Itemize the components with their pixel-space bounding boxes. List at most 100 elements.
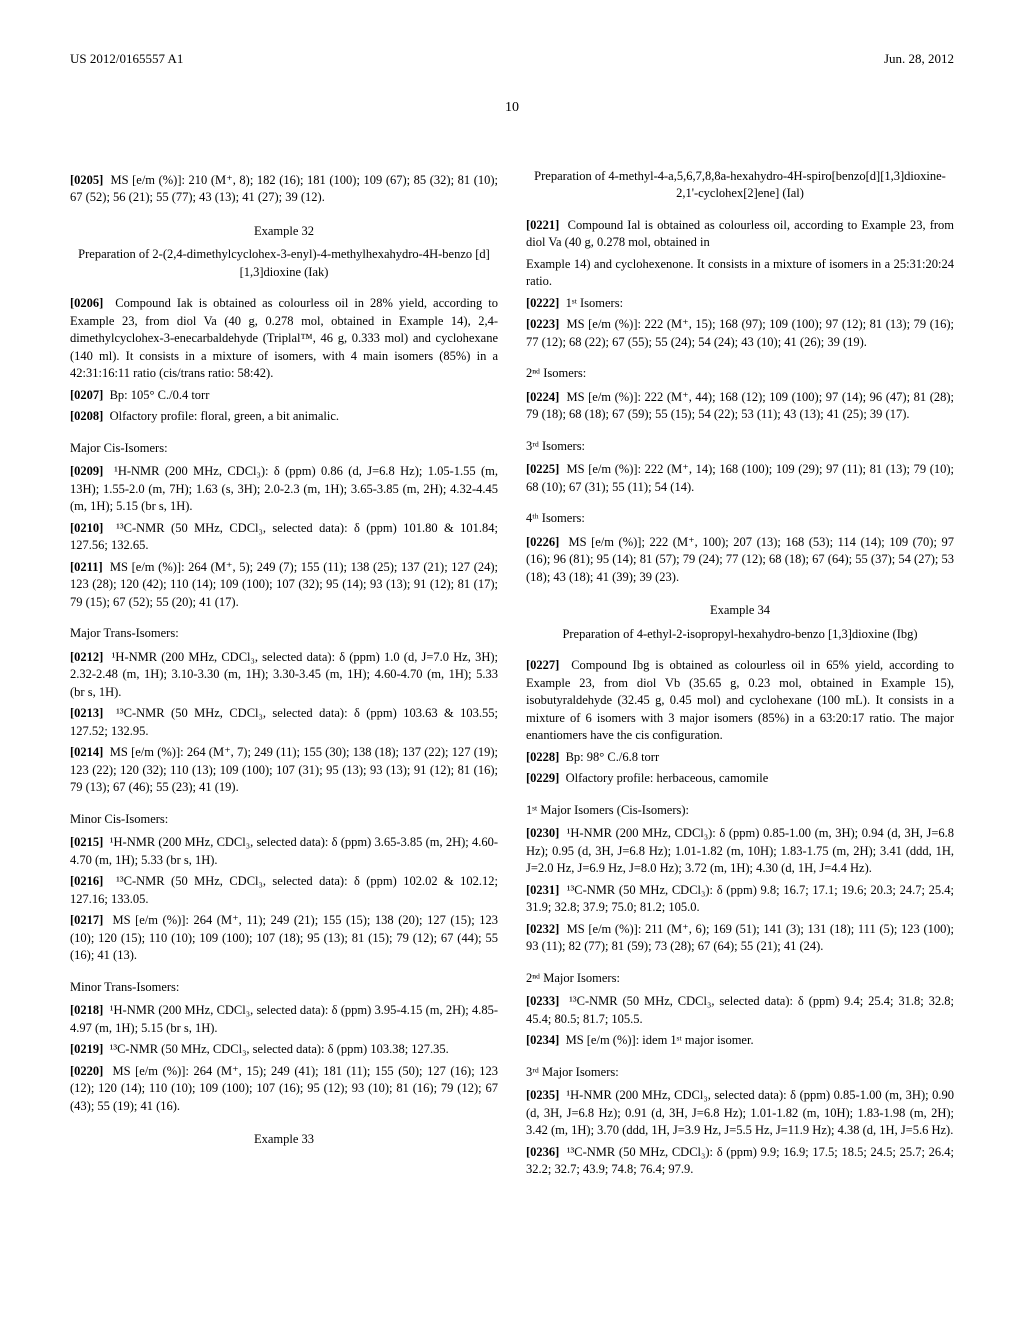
paragraph-text: ¹H-NMR (200 MHz, CDCl₃, selected data): … [70,1003,498,1035]
paragraph: [0208] Olfactory profile: floral, green,… [70,408,498,426]
paragraph: [0205] MS [e/m (%)]: 210 (M⁺, 8); 182 (1… [70,172,498,207]
patent-number: US 2012/0165557 A1 [70,50,183,68]
paragraph: [0214] MS [e/m (%)]: 264 (M⁺, 7); 249 (1… [70,744,498,797]
paragraph-text: ¹³C-NMR (50 MHz, CDCl₃, selected data): … [70,521,498,553]
paragraph: [0209] ¹H-NMR (200 MHz, CDCl₃): δ (ppm) … [70,463,498,516]
paragraph-text: ¹³C-NMR (50 MHz, CDCl₃, selected data): … [526,994,954,1026]
ref-num: [0217] [70,913,103,927]
paragraph-text: MS [e/m (%)]: 210 (M⁺, 8); 182 (16); 181… [70,173,498,205]
ref-num: [0227] [526,658,559,672]
paragraph-text: MS [e/m (%)]: 264 (M⁺, 11); 249 (21); 15… [70,913,498,962]
paragraph: [0227] Compound Ibg is obtained as colou… [526,657,954,745]
section-heading: Minor Cis-Isomers: [70,811,498,829]
paragraph: [0222] 1ˢᵗ Isomers: [526,295,954,313]
paragraph-text: MS [e/m (%)]; 222 (M⁺, 100); 207 (13); 1… [526,535,954,584]
ref-num: [0229] [526,771,559,785]
section-heading: 4ᵗʰ Isomers: [526,510,954,528]
paragraph: [0223] MS [e/m (%)]: 222 (M⁺, 15); 168 (… [526,316,954,351]
paragraph: [0233] ¹³C-NMR (50 MHz, CDCl₃, selected … [526,993,954,1028]
paragraph: [0221] Compound Ial is obtained as colou… [526,217,954,252]
paragraph-text: ¹H-NMR (200 MHz, CDCl₃, selected data): … [70,835,498,867]
section-heading: Minor Trans-Isomers: [70,979,498,997]
paragraph-text: ¹H-NMR (200 MHz, CDCl₃): δ (ppm) 0.85-1.… [526,826,954,875]
ref-num: [0219] [70,1042,103,1056]
section-heading: 2ⁿᵈ Isomers: [526,365,954,383]
page-header: US 2012/0165557 A1 Jun. 28, 2012 [70,50,954,68]
paragraph: [0206] Compound Iak is obtained as colou… [70,295,498,383]
paragraph: [0220] MS [e/m (%)]: 264 (M⁺, 15); 249 (… [70,1063,498,1116]
paragraph: [0225] MS [e/m (%)]: 222 (M⁺, 14); 168 (… [526,461,954,496]
paragraph-text: 1ˢᵗ Isomers: [566,296,623,310]
paragraph-text: Olfactory profile: herbaceous, camomile [566,771,769,785]
ref-num: [0216] [70,874,103,888]
ref-num: [0214] [70,745,103,759]
page-number: 10 [70,98,954,118]
publication-date: Jun. 28, 2012 [884,50,954,68]
body-columns: [0205] MS [e/m (%)]: 210 (M⁺, 8); 182 (1… [70,168,954,1179]
paragraph-text: MS [e/m (%)]: 264 (M⁺, 5); 249 (7); 155 … [70,560,498,609]
section-heading: 3ʳᵈ Major Isomers: [526,1064,954,1082]
ref-num: [0220] [70,1064,103,1078]
paragraph: [0232] MS [e/m (%)]: 211 (M⁺, 6); 169 (5… [526,921,954,956]
paragraph: [0216] ¹³C-NMR (50 MHz, CDCl₃, selected … [70,873,498,908]
ref-num: [0215] [70,835,103,849]
paragraph-text: Bp: 98° C./6.8 torr [566,750,660,764]
ref-num: [0236] [526,1145,559,1159]
ref-num: [0225] [526,462,559,476]
paragraph: [0231] ¹³C-NMR (50 MHz, CDCl₃): δ (ppm) … [526,882,954,917]
paragraph: [0236] ¹³C-NMR (50 MHz, CDCl₃): δ (ppm) … [526,1144,954,1179]
ref-num: [0218] [70,1003,103,1017]
paragraph-continuation: Example 14) and cyclohexenone. It consis… [526,256,954,291]
paragraph: [0215] ¹H-NMR (200 MHz, CDCl₃, selected … [70,834,498,869]
paragraph-text: MS [e/m (%)]: 211 (M⁺, 6); 169 (51); 141… [526,922,954,954]
section-heading: 3ʳᵈ Isomers: [526,438,954,456]
paragraph-text: ¹³C-NMR (50 MHz, CDCl₃): δ (ppm) 9.9; 16… [526,1145,954,1177]
ref-num: [0228] [526,750,559,764]
section-heading: 1ˢᵗ Major Isomers (Cis-Isomers): [526,802,954,820]
compound-title: Preparation of 4-methyl-4-a,5,6,7,8,8a-h… [526,168,954,203]
paragraph: [0211] MS [e/m (%)]: 264 (M⁺, 5); 249 (7… [70,559,498,612]
paragraph-text: MS [e/m (%)]: 222 (M⁺, 15); 168 (97); 10… [526,317,954,349]
paragraph: [0229] Olfactory profile: herbaceous, ca… [526,770,954,788]
paragraph-text: Bp: 105° C./0.4 torr [110,388,210,402]
example-heading: Example 33 [70,1131,498,1149]
paragraph-text: ¹³C-NMR (50 MHz, CDCl₃, selected data): … [110,1042,449,1056]
ref-num: [0232] [526,922,559,936]
ref-num: [0205] [70,173,103,187]
ref-num: [0224] [526,390,559,404]
ref-num: [0211] [70,560,103,574]
paragraph-text: MS [e/m (%)]: idem 1ˢᵗ major isomer. [566,1033,754,1047]
ref-num: [0223] [526,317,559,331]
paragraph: [0217] MS [e/m (%)]: 264 (M⁺, 11); 249 (… [70,912,498,965]
ref-num: [0234] [526,1033,559,1047]
paragraph-text: Olfactory profile: floral, green, a bit … [110,409,339,423]
paragraph: [0210] ¹³C-NMR (50 MHz, CDCl₃, selected … [70,520,498,555]
ref-num: [0212] [70,650,103,664]
paragraph-text: ¹³C-NMR (50 MHz, CDCl₃, selected data): … [70,706,498,738]
paragraph: [0218] ¹H-NMR (200 MHz, CDCl₃, selected … [70,1002,498,1037]
paragraph-text: ¹³C-NMR (50 MHz, CDCl₃): δ (ppm) 9.8; 16… [526,883,954,915]
ref-num: [0226] [526,535,559,549]
paragraph: [0226] MS [e/m (%)]; 222 (M⁺, 100); 207 … [526,534,954,587]
ref-num: [0231] [526,883,559,897]
example-heading: Example 34 [526,602,954,620]
section-heading: Major Trans-Isomers: [70,625,498,643]
paragraph: [0219] ¹³C-NMR (50 MHz, CDCl₃, selected … [70,1041,498,1059]
paragraph: [0228] Bp: 98° C./6.8 torr [526,749,954,767]
paragraph-text: MS [e/m (%)]: 222 (M⁺, 14); 168 (100); 1… [526,462,954,494]
ref-num: [0209] [70,464,103,478]
paragraph: [0234] MS [e/m (%)]: idem 1ˢᵗ major isom… [526,1032,954,1050]
ref-num: [0235] [526,1088,559,1102]
paragraph: [0235] ¹H-NMR (200 MHz, CDCl₃, selected … [526,1087,954,1140]
compound-title: Preparation of 2-(2,4-dimethylcyclohex-3… [70,246,498,281]
ref-num: [0230] [526,826,559,840]
paragraph-text: ¹H-NMR (200 MHz, CDCl₃, selected data): … [70,650,498,699]
example-heading: Example 32 [70,223,498,241]
section-heading: Major Cis-Isomers: [70,440,498,458]
paragraph-text: ¹H-NMR (200 MHz, CDCl₃): δ (ppm) 0.86 (d… [70,464,498,513]
section-heading: 2ⁿᵈ Major Isomers: [526,970,954,988]
paragraph-text: ¹H-NMR (200 MHz, CDCl₃, selected data): … [526,1088,954,1137]
paragraph-text: MS [e/m (%)]: 264 (M⁺, 15); 249 (41); 18… [70,1064,498,1113]
paragraph-text: Compound Ial is obtained as colourless o… [526,218,954,250]
paragraph: [0207] Bp: 105° C./0.4 torr [70,387,498,405]
